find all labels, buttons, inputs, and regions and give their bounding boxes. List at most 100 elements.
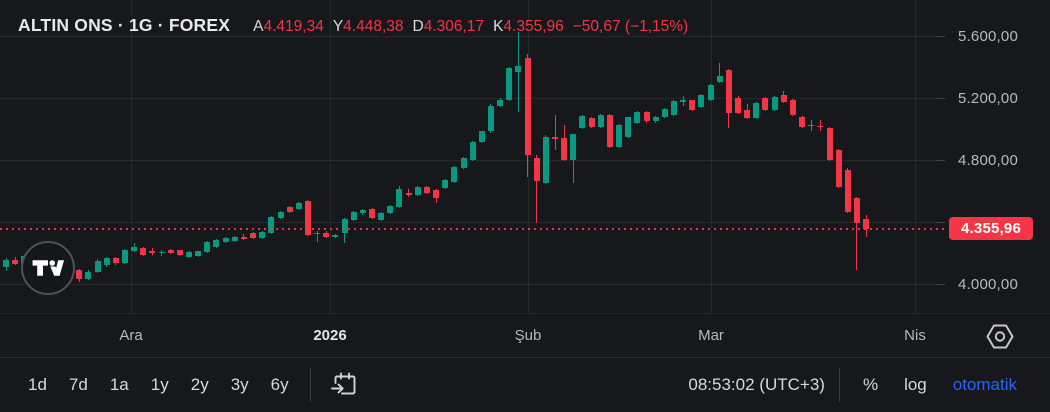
candle-body <box>451 166 458 182</box>
candle-body <box>780 94 787 103</box>
candle-body <box>378 213 385 220</box>
candle-body <box>753 102 760 118</box>
candle-body <box>332 235 339 238</box>
candle-body <box>853 197 860 223</box>
candle-body <box>497 100 504 107</box>
candle-body <box>506 67 513 100</box>
candle-body <box>478 131 485 142</box>
candle-body <box>460 157 467 169</box>
range-button-3y[interactable]: 3y <box>229 371 251 399</box>
candle-body <box>643 111 650 122</box>
close-label: K <box>493 18 504 35</box>
candle-body <box>808 124 815 127</box>
range-button-1y[interactable]: 1y <box>149 371 171 399</box>
candle-body <box>652 116 659 122</box>
candle-body <box>817 125 824 128</box>
candle-body <box>286 206 293 212</box>
candle-body <box>131 246 138 251</box>
clock-timezone-button[interactable]: 08:53:02 (UTC+3) <box>688 375 825 394</box>
toolbar-divider <box>309 368 311 402</box>
candle-body <box>3 260 9 267</box>
candle-body <box>231 237 238 242</box>
candle-body <box>680 100 687 102</box>
price-gridline <box>0 98 945 99</box>
candle-body <box>85 271 92 280</box>
toolbar-right-group: 08:53:02 (UTC+3) % log otomatik <box>688 368 1050 402</box>
candle-body <box>433 190 440 198</box>
candle-body <box>12 260 19 264</box>
price-axis-label: 5.200,00 <box>958 90 1018 107</box>
price-axis-label: 4.800,00 <box>958 152 1018 169</box>
tradingview-logo[interactable] <box>21 241 75 295</box>
candle-body <box>616 124 623 147</box>
time-axis[interactable]: Ara 2026 Şub Mar Nis <box>0 313 1050 358</box>
month-gridline <box>915 0 916 313</box>
low-label: D <box>412 18 424 35</box>
price-axis-label: 4.000,00 <box>958 276 1018 293</box>
candle-body <box>799 117 806 127</box>
candle-body <box>341 219 348 233</box>
candle-body <box>204 241 211 253</box>
range-button-1a[interactable]: 1a <box>108 371 131 399</box>
hexagon-settings-icon[interactable] <box>984 322 1016 350</box>
price-gridline <box>0 36 945 37</box>
range-button-6y[interactable]: 6y <box>269 371 291 399</box>
range-button-2y[interactable]: 2y <box>189 371 211 399</box>
candle-body <box>423 186 430 193</box>
candle-body <box>121 250 128 263</box>
candle-body <box>350 211 357 220</box>
candle-body <box>213 239 220 247</box>
candle-body <box>259 231 266 238</box>
candle-body <box>835 149 842 187</box>
price-axis[interactable]: 4.355,96 5.600,005.200,004.800,004.400,0… <box>945 0 1050 313</box>
chart-plot-area[interactable] <box>0 0 945 313</box>
candle-body <box>863 219 870 229</box>
candle-body <box>396 188 403 207</box>
candle-body <box>689 100 696 110</box>
low-value: 4.306,17 <box>423 18 485 35</box>
candle-body <box>304 201 311 235</box>
candle-wick <box>408 188 410 198</box>
calendar-goto-icon[interactable] <box>327 368 361 402</box>
candle-body <box>570 134 577 160</box>
close-value: 4.355,96 <box>503 18 564 35</box>
time-axis-label: Şub <box>514 327 542 344</box>
range-button-1d[interactable]: 1d <box>26 371 49 399</box>
candle-wick <box>856 197 858 271</box>
candle-body <box>149 251 156 253</box>
candle-body <box>533 157 540 181</box>
candle-body <box>222 237 229 243</box>
percent-scale-button[interactable]: % <box>861 373 880 397</box>
last-price-badge: 4.355,96 <box>949 217 1033 241</box>
candle-body <box>625 117 632 138</box>
candle-body <box>725 69 732 114</box>
candle-body <box>707 84 714 100</box>
log-scale-button[interactable]: log <box>902 373 929 397</box>
time-axis-label: Mar <box>698 327 724 344</box>
candle-body <box>469 142 476 160</box>
candle-body <box>359 210 366 214</box>
candle-body <box>771 97 778 110</box>
candle-body <box>414 186 421 196</box>
candle-body <box>606 115 613 147</box>
candle-body <box>442 179 449 189</box>
month-gridline <box>330 0 331 313</box>
candle-body <box>735 98 741 114</box>
candle-body <box>661 108 668 117</box>
candle-body <box>103 257 110 265</box>
price-axis-tick <box>936 98 945 99</box>
change-value: −50,67 (−1,15%) <box>572 18 689 35</box>
candle-body <box>405 193 412 195</box>
price-gridline <box>0 222 945 223</box>
month-gridline <box>528 0 529 313</box>
range-button-7d[interactable]: 7d <box>67 371 90 399</box>
candle-body <box>542 137 549 183</box>
candle-body <box>826 128 833 160</box>
candle-wick <box>554 115 556 150</box>
candle-body <box>698 94 705 107</box>
candle-body <box>634 111 641 123</box>
auto-scale-button[interactable]: otomatik <box>951 373 1019 397</box>
candle-body <box>158 251 165 254</box>
symbol-title[interactable]: ALTIN ONS · 1G · FOREX <box>18 15 231 35</box>
